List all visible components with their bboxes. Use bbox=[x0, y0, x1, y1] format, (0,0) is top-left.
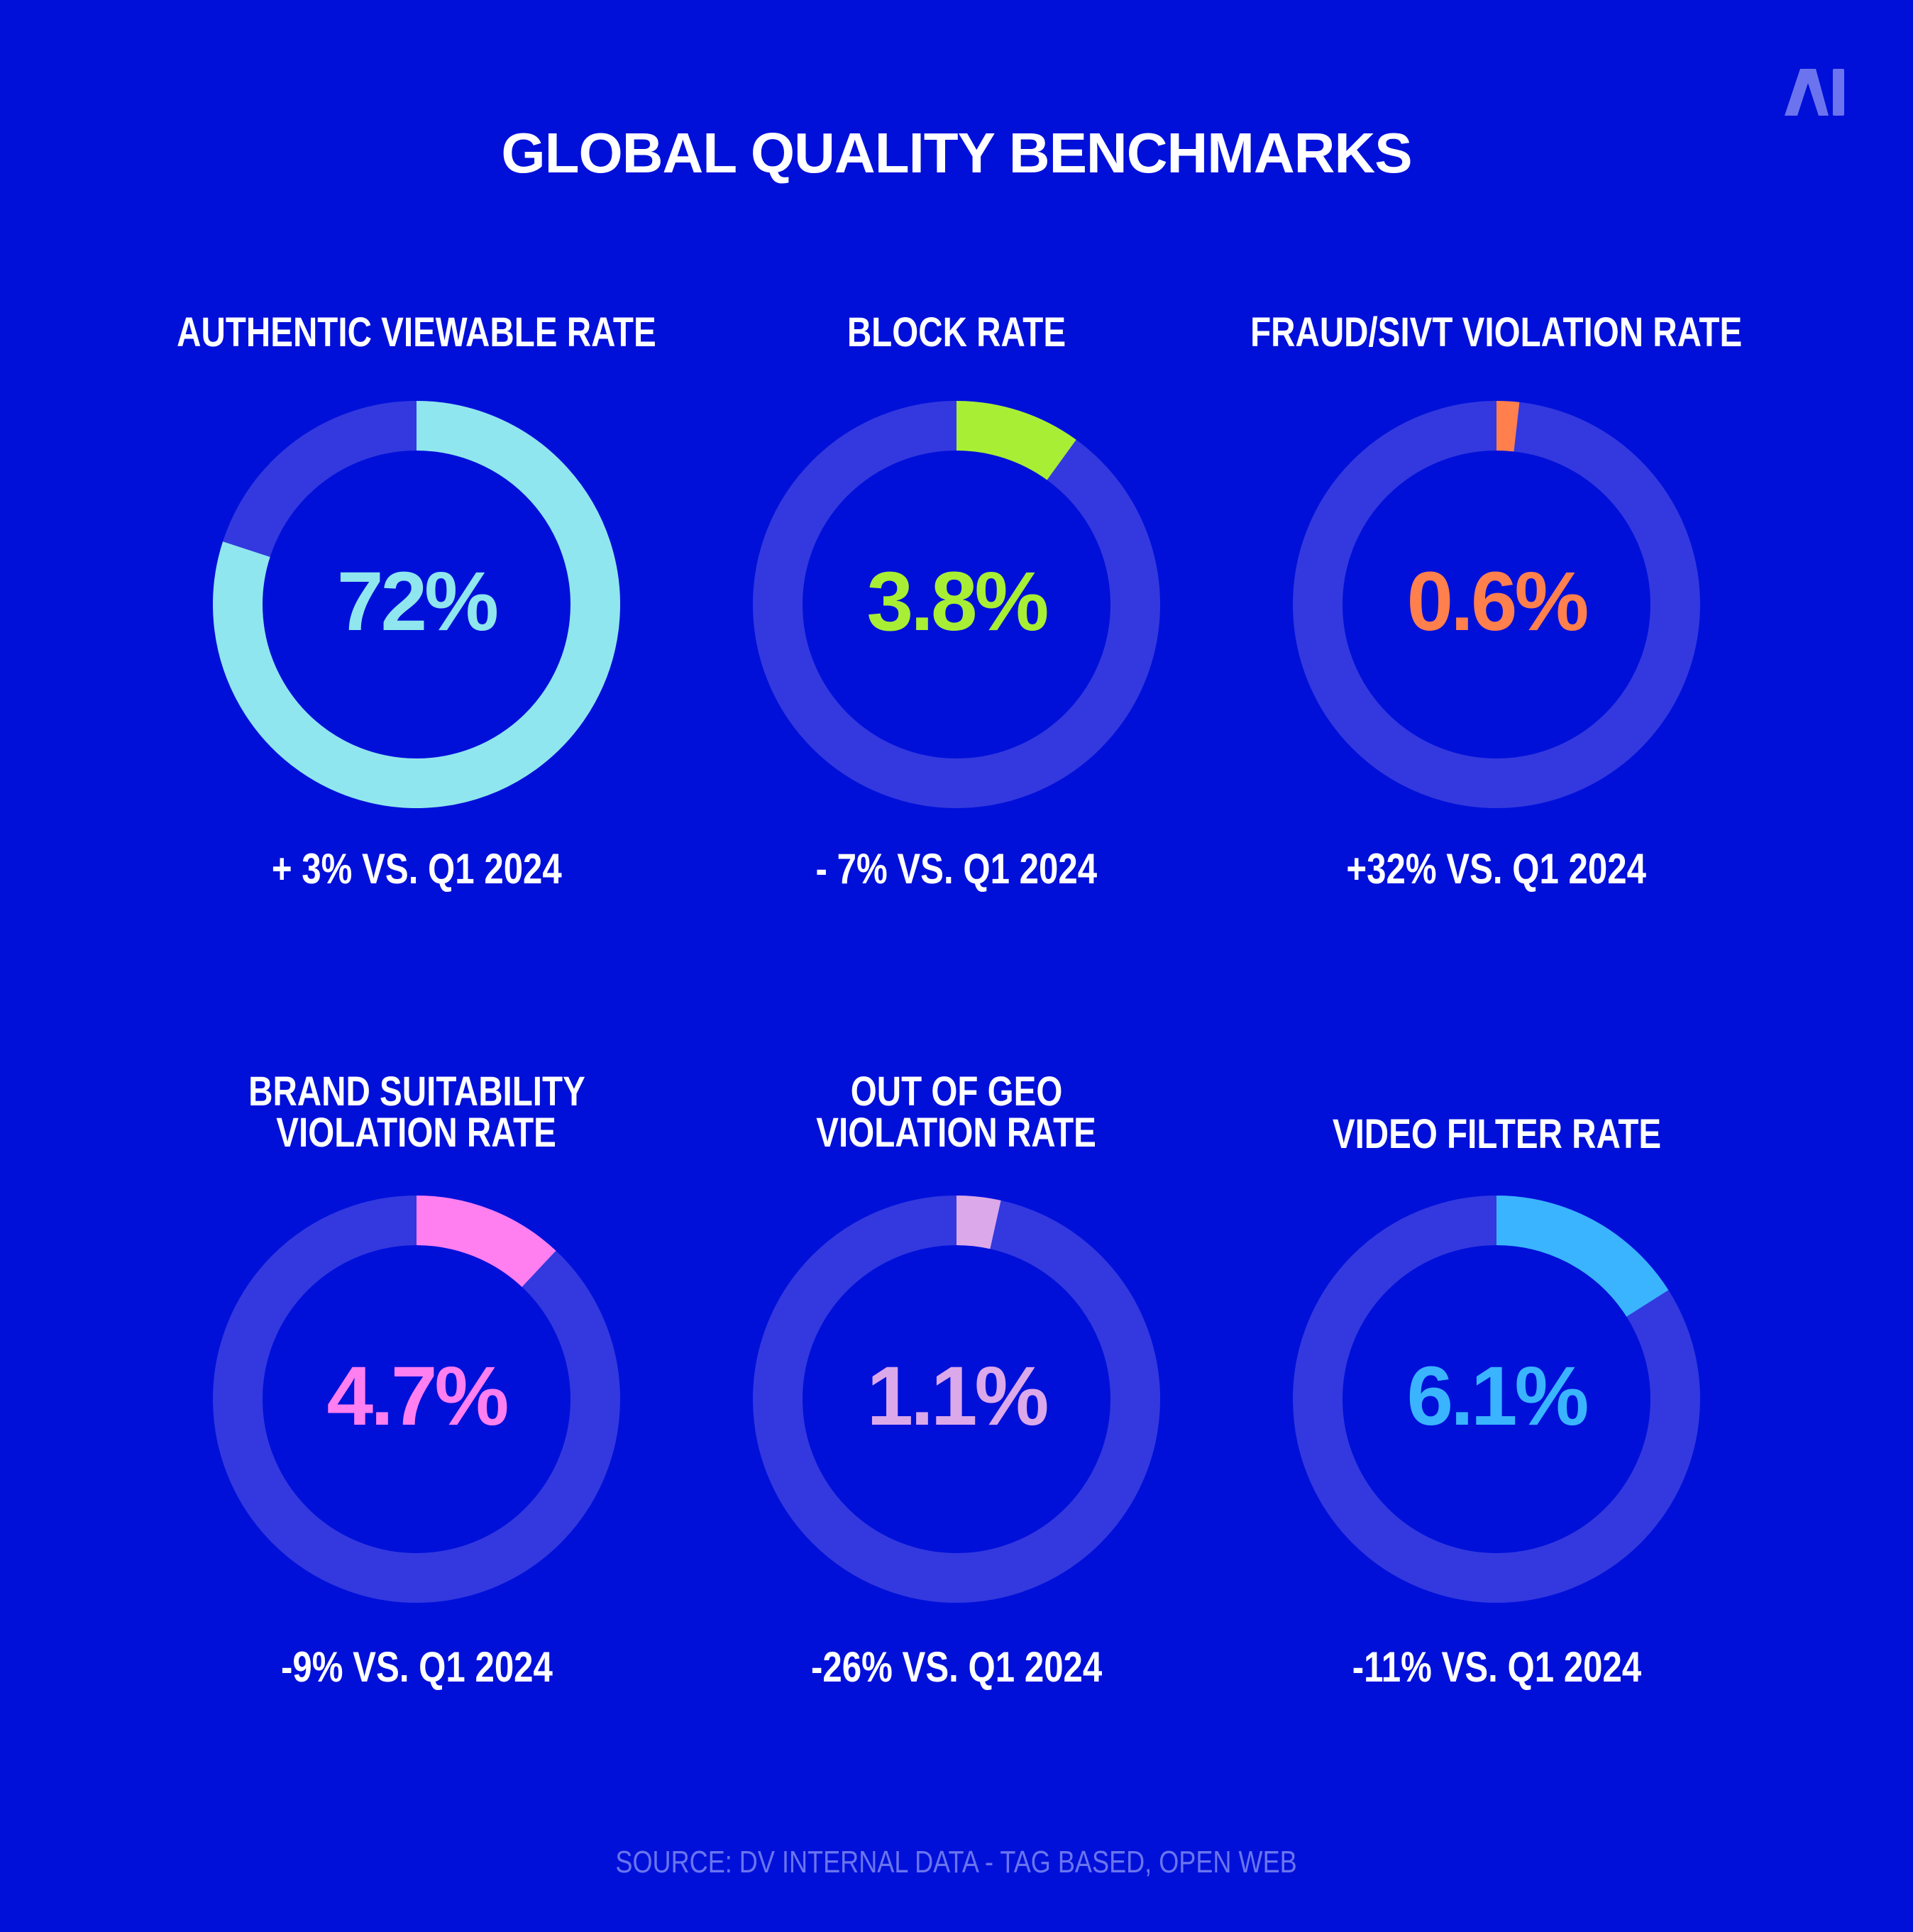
source-note: SOURCE: DV INTERNAL DATA - TAG BASED, OP… bbox=[615, 1845, 1298, 1879]
metric-comparison: + 3% VS. Q1 2024 bbox=[271, 845, 562, 893]
metric-value: 1.1% bbox=[866, 1349, 1049, 1443]
metric-card: VIDEO FILTER RATE 6.1% -11% VS. Q1 2024 bbox=[1191, 1057, 1802, 1752]
metric-value: 6.1% bbox=[1406, 1349, 1589, 1443]
ai-logo-icon bbox=[1785, 69, 1844, 116]
donut-chart bbox=[753, 401, 1160, 808]
metric-label: FRAUD/SIVT VIOLATION RATE bbox=[1250, 309, 1743, 355]
metric-comparison: +32% VS. Q1 2024 bbox=[1346, 845, 1647, 893]
donut-chart bbox=[1293, 401, 1700, 808]
metric-value: 4.7% bbox=[326, 1349, 509, 1443]
metric-comparison: -26% VS. Q1 2024 bbox=[810, 1643, 1103, 1691]
donut-value-arc bbox=[1496, 1196, 1669, 1318]
metric-card: OUT OF GEO VIOLATION RATE 1.1% -26% VS. Q1 … bbox=[651, 1057, 1262, 1752]
page-title: GLOBAL QUALITY BENCHMARKS bbox=[501, 121, 1412, 184]
donut-chart bbox=[213, 401, 620, 808]
metric-value: 72% bbox=[336, 555, 499, 648]
donut-chart bbox=[1293, 1196, 1700, 1603]
metric-value: 3.8% bbox=[866, 555, 1049, 648]
metric-label: BRAND SUITABILITY VIOLATION RATE bbox=[248, 1069, 585, 1156]
metric-card: AUTHENTIC VIEWABLE RATE 72% + 3% VS. Q1 20… bbox=[111, 312, 722, 1008]
donut-value-arc bbox=[956, 1196, 1001, 1249]
metric-card: BRAND SUITABILITY VIOLATION RATE 4.7% -9% V… bbox=[111, 1057, 722, 1752]
metric-comparison: - 7% VS. Q1 2024 bbox=[815, 845, 1098, 893]
metric-card: BLOCK RATE 3.8% - 7% VS. Q1 2024 bbox=[651, 312, 1262, 1008]
donut-value-arc bbox=[1496, 401, 1520, 452]
donut-chart bbox=[753, 1196, 1160, 1603]
metric-comparison: -11% VS. Q1 2024 bbox=[1352, 1643, 1641, 1691]
donut-value-arc bbox=[416, 1196, 556, 1288]
metric-label: OUT OF GEO VIOLATION RATE bbox=[816, 1069, 1097, 1156]
metric-label: VIDEO FILTER RATE bbox=[1332, 1111, 1661, 1157]
donut-chart bbox=[213, 1196, 620, 1603]
metric-label: BLOCK RATE bbox=[847, 309, 1066, 355]
metric-comparison: -9% VS. Q1 2024 bbox=[280, 1643, 553, 1691]
metric-card: FRAUD/SIVT VIOLATION RATE 0.6% +32% VS. Q1… bbox=[1191, 312, 1802, 1008]
donut-value-arc bbox=[213, 401, 620, 808]
donut-value-arc bbox=[956, 401, 1076, 480]
metric-label: AUTHENTIC VIEWABLE RATE bbox=[177, 309, 656, 355]
metric-value: 0.6% bbox=[1406, 555, 1589, 648]
